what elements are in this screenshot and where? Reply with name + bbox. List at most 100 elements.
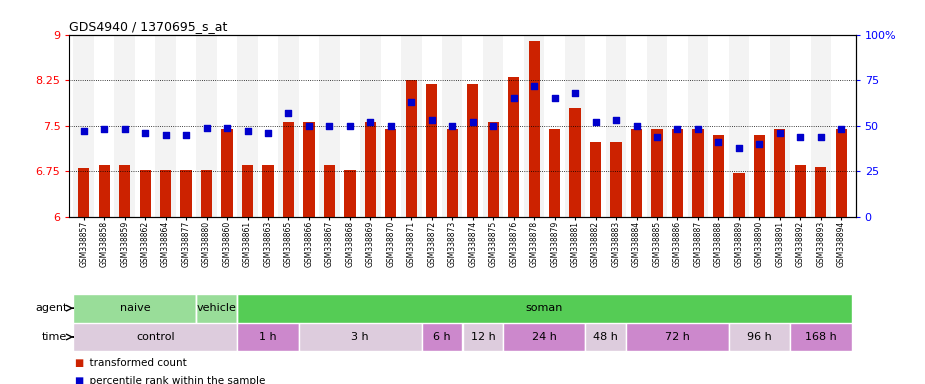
Point [363,119,377,125]
Point [506,95,521,101]
Point [199,124,214,131]
Bar [835,129,847,217]
Bar [462,323,503,351]
Text: naive: naive [119,303,150,313]
Point [261,130,276,136]
Bar [238,35,258,217]
Bar [729,323,790,351]
Text: ■: ■ [74,376,83,384]
Bar [790,35,810,217]
Point [548,95,562,101]
Bar [238,294,852,323]
Bar [135,35,155,217]
Point [793,134,808,140]
Bar [651,129,662,217]
Point [526,83,541,89]
Point [834,126,849,132]
Bar [647,35,667,217]
Bar [831,35,852,217]
Bar [155,35,176,217]
Bar [319,35,339,217]
Bar [810,35,831,217]
Bar [278,35,299,217]
Text: transformed count: transformed count [83,358,187,368]
Point [568,90,583,96]
Point [76,128,91,134]
Point [179,132,193,138]
Bar [73,294,196,323]
Bar [503,35,524,217]
Point [384,123,399,129]
Point [649,134,664,140]
Point [425,117,439,123]
Point [486,123,500,129]
Text: 48 h: 48 h [594,332,618,342]
Bar [258,35,278,217]
Text: 24 h: 24 h [532,332,557,342]
Bar [790,323,852,351]
Point [97,126,112,132]
Point [609,117,623,123]
Bar [324,165,335,217]
Point [117,126,132,132]
Bar [709,35,729,217]
Bar [422,323,462,351]
Bar [467,84,478,217]
Bar [360,35,380,217]
Bar [119,165,130,217]
Bar [241,165,253,217]
Bar [303,121,315,217]
Bar [734,173,745,217]
Bar [406,79,417,217]
Bar [385,129,397,217]
Text: agent: agent [35,303,68,313]
Text: 12 h: 12 h [471,332,496,342]
Point [445,123,460,129]
Point [813,134,828,140]
Bar [364,122,376,217]
Bar [115,35,135,217]
Bar [795,165,806,217]
Bar [160,170,171,217]
Bar [299,35,319,217]
Point [752,141,767,147]
Bar [483,35,503,217]
Bar [590,142,601,217]
Text: 6 h: 6 h [433,332,450,342]
Bar [462,35,483,217]
Bar [586,35,606,217]
Bar [672,129,684,217]
Point [404,99,419,105]
Point [588,119,603,125]
Bar [401,35,422,217]
Bar [545,35,565,217]
Point [219,124,234,131]
Text: 1 h: 1 h [259,332,277,342]
Bar [344,170,355,217]
Text: 96 h: 96 h [747,332,771,342]
Bar [667,35,687,217]
Bar [528,41,540,217]
Bar [687,35,709,217]
Bar [78,168,90,217]
Bar [503,323,586,351]
Point [302,123,316,129]
Bar [754,135,765,217]
Point [322,123,337,129]
Point [158,132,173,138]
Bar [524,35,545,217]
Bar [176,35,196,217]
Bar [216,35,238,217]
Bar [196,35,216,217]
Bar [73,35,94,217]
Bar [749,35,770,217]
Text: GDS4940 / 1370695_s_at: GDS4940 / 1370695_s_at [69,20,228,33]
Bar [238,323,299,351]
Bar [426,84,438,217]
Point [240,128,255,134]
Bar [221,129,233,217]
Bar [606,35,626,217]
Bar [626,323,729,351]
Text: 3 h: 3 h [352,332,369,342]
Bar [263,165,274,217]
